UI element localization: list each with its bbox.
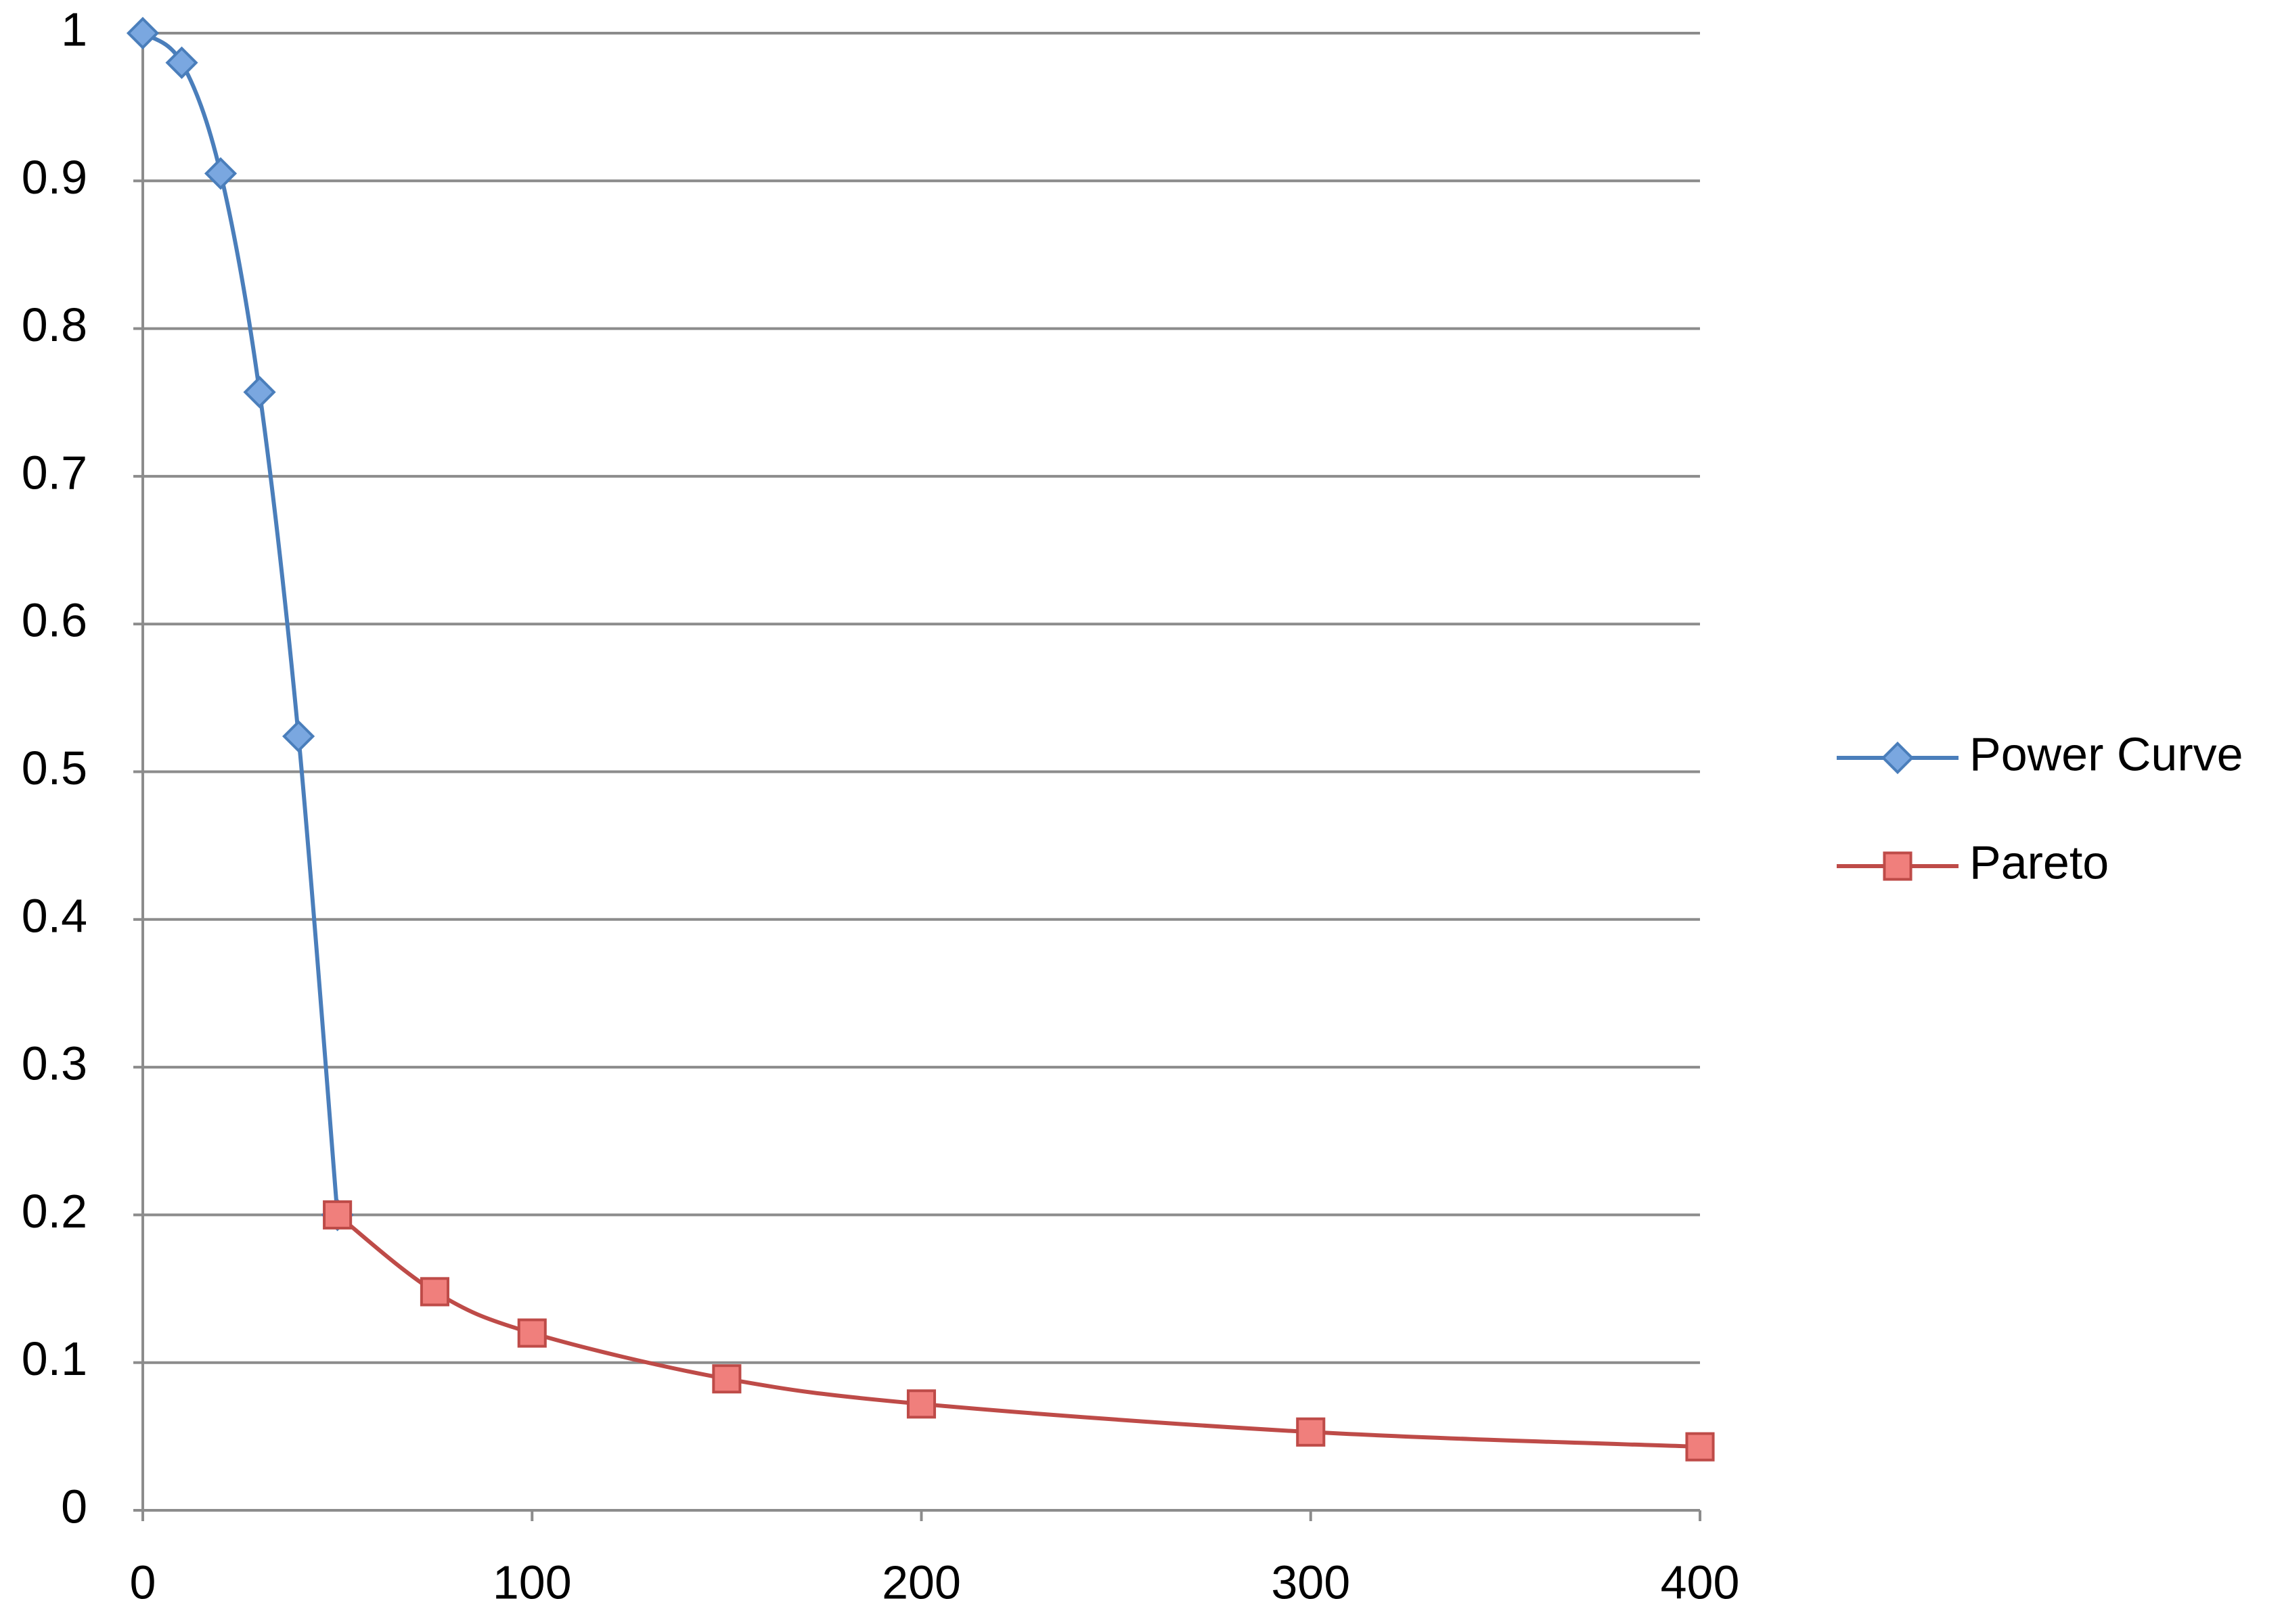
y-tick-label: 0.3 xyxy=(22,1037,87,1090)
legend-label: Power Curve xyxy=(1969,727,2243,780)
marker xyxy=(204,157,238,190)
marker xyxy=(282,720,315,753)
legend-label: Pareto xyxy=(1969,836,2109,888)
marker xyxy=(906,1389,937,1419)
series-line xyxy=(336,1213,1701,1449)
marker xyxy=(165,46,198,79)
marker xyxy=(126,16,160,50)
marker xyxy=(1296,1417,1326,1447)
y-tick-label: 0.7 xyxy=(22,446,87,499)
series-line xyxy=(141,31,340,1215)
y-tick-label: 0.4 xyxy=(22,889,87,942)
legend-marker xyxy=(1881,741,1915,775)
y-tick-label: 0.2 xyxy=(22,1185,87,1238)
marker xyxy=(517,1318,547,1348)
legend-marker xyxy=(1883,851,1912,881)
y-tick-label: 0.9 xyxy=(22,151,87,204)
marker xyxy=(323,1200,353,1230)
y-tick-label: 0.1 xyxy=(22,1332,87,1385)
y-tick-label: 0.8 xyxy=(22,298,87,351)
y-tick-label: 1 xyxy=(61,3,87,55)
x-tick-label: 0 xyxy=(130,1556,156,1608)
x-tick-label: 100 xyxy=(493,1556,572,1608)
y-tick-label: 0 xyxy=(61,1480,87,1533)
y-tick-label: 0.6 xyxy=(22,594,87,647)
x-tick-label: 300 xyxy=(1271,1556,1350,1608)
y-tick-label: 0.5 xyxy=(22,742,87,794)
x-tick-label: 200 xyxy=(882,1556,961,1608)
marker xyxy=(712,1364,742,1394)
marker xyxy=(243,376,276,409)
marker xyxy=(420,1277,449,1307)
marker xyxy=(1685,1432,1715,1462)
x-tick-label: 400 xyxy=(1661,1556,1740,1608)
